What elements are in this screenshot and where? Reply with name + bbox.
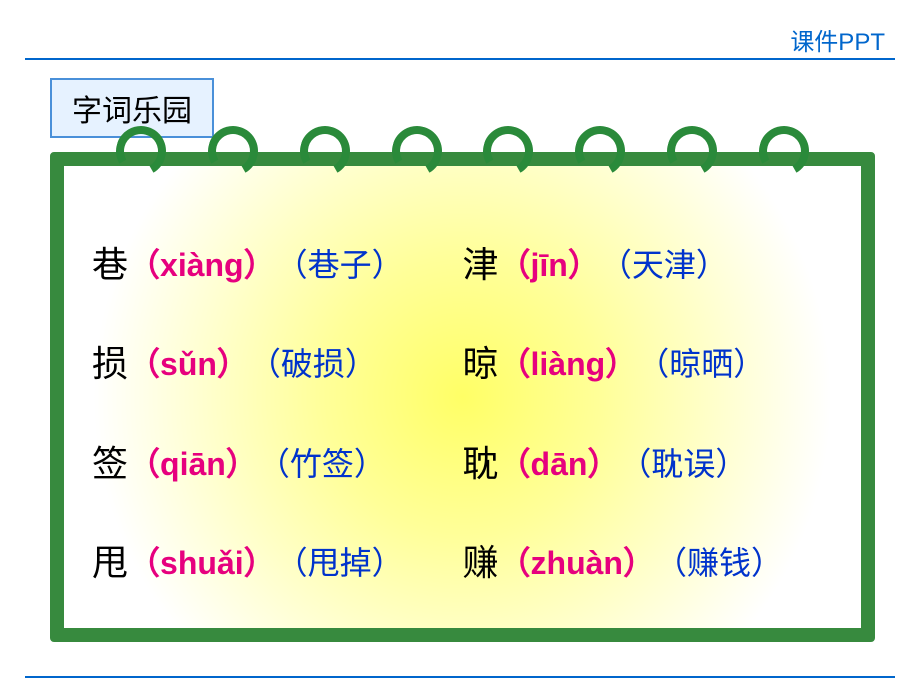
example-word: （晾晒） (637, 348, 765, 380)
vocab-entry: 晾 （liàng） （晾晒） (463, 318, 834, 412)
character: 耽 (463, 446, 499, 482)
spiral-ring (478, 120, 539, 181)
spiral-ring (294, 120, 355, 181)
example-word: （耽误） (619, 448, 747, 480)
vocab-entry: 赚 （zhuàn） （赚钱） (463, 517, 834, 611)
spiral-ring (110, 120, 171, 181)
vocab-entry: 签 （qiān） （竹签） (92, 417, 463, 511)
spiral-ring (202, 120, 263, 181)
pinyin: （jīn） (499, 249, 600, 281)
spiral-binding (95, 130, 830, 180)
character: 赚 (463, 545, 499, 581)
footer-divider (25, 676, 895, 678)
example-word: （破损） (249, 348, 377, 380)
example-word: （巷子） (276, 249, 404, 281)
pinyin: （zhuàn） (499, 547, 655, 579)
vocab-entry: 甩 （shuǎi） （甩掉） (92, 517, 463, 611)
character: 甩 (92, 545, 128, 581)
vocab-entry: 损 （sǔn） （破损） (92, 318, 463, 412)
character: 津 (463, 247, 499, 283)
example-word: （竹签） (258, 448, 386, 480)
vocab-entry: 耽 （dān） （耽误） (463, 417, 834, 511)
spiral-ring (386, 120, 447, 181)
vocab-grid: 巷 （xiàng） （巷子） 津 （jīn） （天津） 损 （sǔn） （破损）… (92, 218, 833, 610)
spiral-ring (570, 120, 631, 181)
pinyin: （qiān） (128, 448, 258, 480)
pinyin: （shuǎi） (128, 547, 276, 579)
pinyin: （dān） (499, 448, 620, 480)
character: 晾 (463, 346, 499, 382)
notepad-board: 巷 （xiàng） （巷子） 津 （jīn） （天津） 损 （sǔn） （破损）… (50, 130, 875, 642)
example-word: （甩掉） (276, 547, 404, 579)
header-label: 课件PPT (790, 22, 885, 57)
pinyin: （liàng） (499, 348, 638, 380)
character: 巷 (92, 247, 128, 283)
board-frame: 巷 （xiàng） （巷子） 津 （jīn） （天津） 损 （sǔn） （破损）… (50, 152, 875, 642)
example-word: （天津） (600, 249, 728, 281)
vocab-entry: 津 （jīn） （天津） (463, 218, 834, 312)
vocab-entry: 巷 （xiàng） （巷子） (92, 218, 463, 312)
character: 损 (92, 346, 128, 382)
header-divider (25, 58, 895, 60)
spiral-ring (662, 120, 723, 181)
character: 签 (92, 446, 128, 482)
pinyin: （sǔn） (128, 348, 249, 380)
spiral-ring (753, 120, 814, 181)
pinyin: （xiàng） (128, 249, 276, 281)
example-word: （赚钱） (655, 547, 783, 579)
